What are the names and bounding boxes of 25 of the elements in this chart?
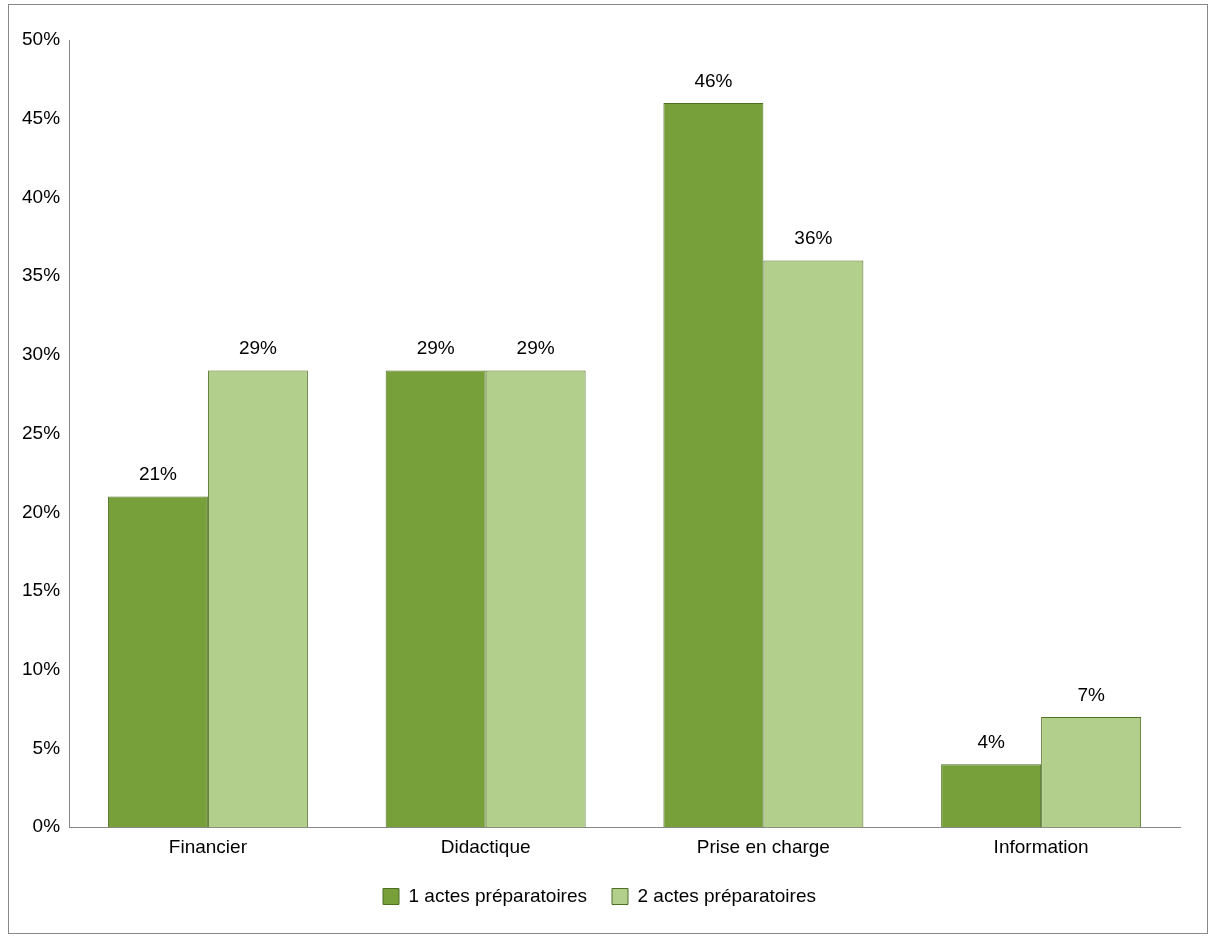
data-label: 29% [516,337,555,359]
data-label: 21% [138,463,178,485]
y-tick-label: 15% [22,579,61,601]
data-label: 36% [794,227,833,249]
data-label: 4% [977,730,1005,752]
y-tick-label: 5% [32,736,61,758]
data-label: 7% [1077,683,1105,705]
data-label: 46% [694,69,733,91]
x-tick-label: Information [993,835,1089,857]
data-label: 29% [238,337,278,359]
y-tick-label: 20% [22,500,61,522]
y-tick-label: 45% [22,106,61,128]
y-tick-label: 40% [22,185,61,207]
y-tick-label: 35% [22,264,61,286]
y-tick-label: 30% [22,343,61,365]
y-tick-label: 10% [22,657,61,679]
x-tick-label: Financier [168,835,248,857]
x-tick-label: Didactique [440,835,531,857]
x-tick-label: Prise en charge [696,835,830,857]
y-tick-label: 50% [22,28,61,50]
data-label: 29% [416,337,455,359]
y-tick-label: 25% [22,421,61,443]
y-tick-label: 0% [32,815,61,837]
legend-label: 1 actes préparatoires [408,884,588,906]
legend-label: 2 actes préparatoires [637,884,816,906]
